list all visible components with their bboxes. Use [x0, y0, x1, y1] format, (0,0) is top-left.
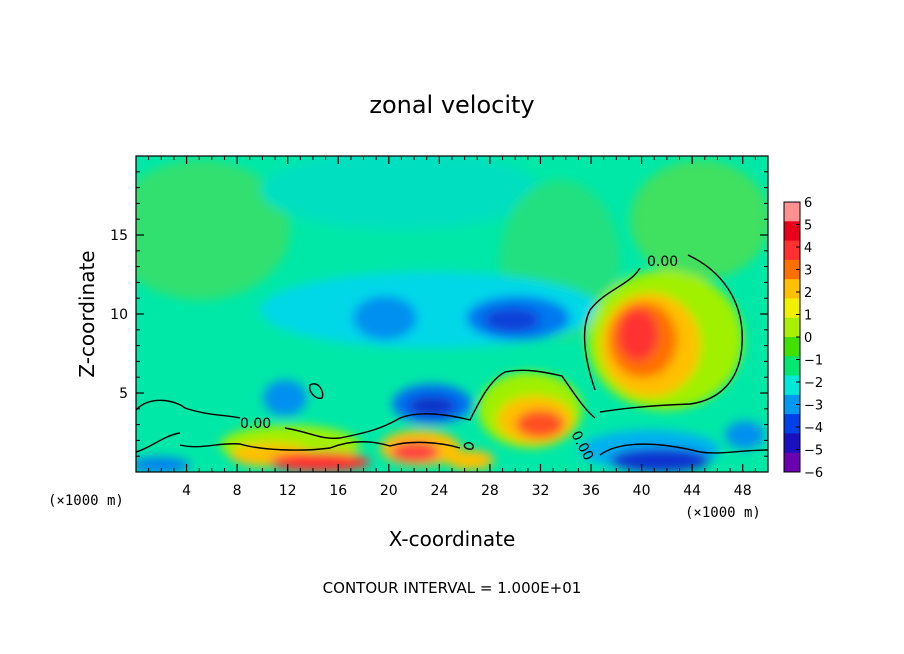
- colorbar-tick-label: −1: [804, 354, 823, 369]
- contour-line: [583, 267, 641, 391]
- x-axis-label: X-coordinate: [389, 527, 516, 551]
- y-axis-label: Z-coordinate: [75, 250, 99, 377]
- colorbar: 6 5 4 3 2 1 0 −1 −2 −3 −4 −5 −6: [783, 196, 823, 481]
- colorbar-swatch: [784, 221, 800, 242]
- colorbar-swatch: [784, 394, 800, 415]
- plot-area: [136, 156, 768, 472]
- colorbar-tick-label: −3: [804, 399, 823, 414]
- colorbar-swatch: [784, 356, 800, 377]
- colorbar-swatch: [784, 433, 800, 454]
- y-tick-label: 5: [119, 386, 128, 402]
- colorbar-tick-label: −2: [804, 376, 823, 391]
- colorbar-tick-label: −6: [804, 466, 823, 481]
- colorbar-tick-label: 4: [804, 241, 812, 256]
- contour-label: 0.00: [647, 254, 678, 270]
- x-tick-label: 36: [582, 483, 600, 499]
- contour-line: [136, 432, 181, 453]
- x-tick-label: 44: [683, 483, 701, 499]
- colorbar-swatch: [784, 298, 800, 319]
- x-tick-label: 8: [233, 483, 242, 499]
- field-shading: [136, 156, 768, 472]
- chart-title: zonal velocity: [369, 91, 534, 119]
- x-tick-label: 12: [279, 483, 297, 499]
- contour-line: [136, 399, 241, 419]
- contour-line: [599, 443, 768, 456]
- x-axis: 4 8 12 16 20 24 28 32 36 40 44 48: [148, 156, 756, 499]
- y-unit-label: (×1000 m): [48, 493, 124, 509]
- colorbar-swatch: [784, 317, 800, 338]
- x-tick-label: 48: [734, 483, 752, 499]
- y-axis: 5 10 15: [110, 171, 768, 457]
- y-tick-label: 10: [110, 307, 128, 323]
- colorbar-swatch: [784, 337, 800, 357]
- x-tick-label: 4: [182, 483, 191, 499]
- x-tick-label: 32: [532, 483, 550, 499]
- colorbar-swatch: [784, 375, 800, 396]
- colorbar-swatch: [784, 452, 800, 473]
- zero-contours: [136, 254, 768, 456]
- colorbar-tick-label: 0: [804, 331, 812, 346]
- colorbar-tick-label: 3: [804, 264, 812, 279]
- colorbar-tick-label: 5: [804, 219, 812, 234]
- x-tick-label: 28: [481, 483, 499, 499]
- contour-line: [463, 441, 474, 450]
- contour-line: [284, 369, 596, 440]
- contour-interval-note: CONTOUR INTERVAL = 1.000E+01: [323, 579, 582, 597]
- contour-line: [599, 254, 743, 413]
- x-unit-label: (×1000 m): [685, 505, 761, 521]
- colorbar-swatch: [784, 279, 800, 299]
- contour-line: [308, 383, 324, 399]
- colorbar-swatch: [784, 240, 800, 261]
- colorbar-tick-label: −5: [804, 444, 823, 459]
- colorbar-tick-label: −4: [804, 421, 823, 436]
- colorbar-tick-label: 2: [804, 286, 812, 301]
- colorbar-swatch: [784, 414, 800, 434]
- colorbar-tick-label: 1: [804, 309, 812, 324]
- x-tick-label: 24: [430, 483, 448, 499]
- x-tick-label: 40: [633, 483, 651, 499]
- colorbar-tick-label: 6: [804, 196, 812, 211]
- x-tick-label: 20: [380, 483, 398, 499]
- x-tick-label: 16: [329, 483, 347, 499]
- colorbar-swatch: [784, 259, 800, 280]
- colorbar-swatch: [784, 202, 800, 222]
- y-tick-label: 15: [110, 228, 128, 244]
- contour-label: 0.00: [240, 416, 271, 432]
- contour-line: [179, 441, 461, 451]
